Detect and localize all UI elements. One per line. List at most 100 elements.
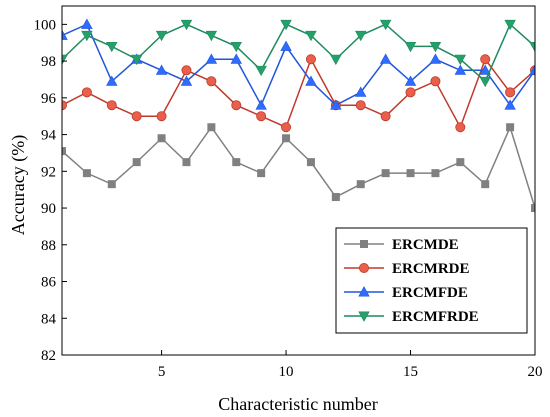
data-point-ercmrde-16	[430, 76, 441, 87]
data-point-ercmde-20	[531, 204, 535, 213]
data-point-ercmfrde-16	[429, 41, 442, 53]
data-point-ercmfrde-3	[106, 41, 118, 53]
data-point-ercmfde-1	[62, 29, 68, 40]
legend-marker-ercmfde	[358, 286, 370, 297]
y-tick-label-88: 88	[41, 238, 56, 254]
ticks-layer: 82 84 86 88 90 92 94 96 98 100 5 10 15 20	[34, 17, 543, 380]
data-point-ercmfrde-4	[130, 54, 143, 66]
data-point-ercmfrde-19	[504, 19, 516, 31]
y-tick-label-94: 94	[41, 128, 57, 144]
data-point-ercmfde-2	[81, 18, 93, 29]
data-point-ercmfrde-2	[81, 30, 93, 42]
data-point-ercmde-5	[157, 134, 166, 143]
x-tick-label-15: 15	[403, 364, 418, 380]
data-point-ercmrde-19	[505, 87, 516, 98]
data-point-ercmde-1	[62, 147, 66, 156]
data-point-ercmde-2	[82, 169, 91, 178]
data-point-ercmfrde-15	[404, 41, 417, 53]
data-point-ercmfrde-8	[230, 41, 242, 53]
data-point-ercmde-18	[481, 180, 490, 189]
data-point-ercmrde-14	[380, 111, 391, 122]
data-point-ercmrde-5	[156, 111, 167, 122]
legend-item-ercmfde: ERCMFDE	[344, 285, 468, 301]
data-point-ercmfrde-9	[255, 65, 267, 77]
series-ercmfrde	[62, 19, 535, 88]
y-tick-label-98: 98	[41, 54, 56, 70]
legend-marker-ercmfrde	[358, 311, 370, 322]
data-point-ercmrde-13	[355, 100, 366, 111]
legend: ERCMDE ERCMRDE ERCMFDE ERCMFRDE	[335, 227, 528, 334]
x-tick-label-10: 10	[279, 364, 294, 380]
data-point-ercmfrde-11	[305, 30, 317, 42]
legend-label-ercmfde: ERCMFDE	[392, 285, 468, 301]
data-point-ercmde-11	[306, 158, 315, 167]
series-ercmfde	[62, 18, 535, 110]
legend-item-ercmrde: ERCMRDE	[344, 261, 470, 277]
data-point-ercmfrde-20	[529, 41, 535, 53]
data-point-ercmde-17	[456, 158, 465, 167]
data-point-ercmde-7	[207, 123, 216, 132]
y-tick-label-100: 100	[34, 17, 57, 33]
data-point-ercmrde-17	[455, 122, 466, 133]
data-point-ercmde-9	[257, 169, 266, 178]
data-point-ercmfde-12	[330, 99, 342, 110]
data-point-ercmfrde-5	[155, 30, 168, 42]
data-point-ercmrde-7	[206, 76, 217, 87]
data-point-ercmfde-9	[255, 99, 267, 110]
x-tick-label-5: 5	[158, 364, 166, 380]
legend-marker-ercmde	[360, 240, 368, 248]
y-axis-title: Accuracy (%)	[8, 135, 29, 235]
y-tick-label-84: 84	[41, 311, 57, 327]
data-point-ercmde-19	[506, 123, 515, 132]
y-tick-label-92: 92	[41, 164, 56, 180]
y-tick-label-90: 90	[41, 201, 56, 217]
data-point-ercmfrde-1	[62, 54, 68, 66]
data-point-ercmde-10	[282, 134, 291, 143]
data-point-ercmfde-13	[355, 86, 367, 97]
data-point-ercmfde-7	[205, 53, 218, 64]
data-point-ercmfde-6	[180, 75, 193, 86]
y-tick-label-96: 96	[41, 91, 57, 107]
data-point-ercmfrde-10	[280, 19, 292, 31]
legend-label-ercmrde: ERCMRDE	[392, 261, 470, 277]
data-point-ercmrde-8	[231, 100, 242, 111]
data-point-ercmrde-9	[256, 111, 267, 122]
data-point-ercmfrde-7	[205, 30, 218, 42]
data-point-ercmde-16	[431, 169, 440, 178]
data-point-ercmrde-4	[131, 111, 142, 122]
data-point-ercmfde-14	[379, 53, 392, 64]
data-point-ercmrde-2	[81, 87, 92, 98]
data-point-ercmfde-17	[454, 64, 467, 75]
series-ercmrde	[62, 54, 535, 133]
data-point-ercmrde-3	[106, 100, 117, 111]
series-layer	[62, 18, 535, 213]
data-point-ercmrde-10	[281, 122, 292, 133]
data-point-ercmfrde-14	[379, 19, 392, 31]
data-point-ercmde-3	[107, 180, 116, 189]
data-point-ercmfde-10	[280, 40, 292, 51]
data-point-ercmfde-3	[106, 75, 118, 86]
data-point-ercmfde-18	[479, 64, 491, 75]
legend-item-ercmfrde: ERCMFRDE	[344, 309, 479, 325]
data-point-ercmde-4	[132, 158, 141, 167]
legend-marker-ercmrde	[358, 262, 369, 273]
data-point-ercmde-12	[331, 193, 340, 202]
data-point-ercmrde-18	[480, 54, 491, 65]
series-ercmde	[62, 123, 535, 213]
data-point-ercmde-14	[381, 169, 390, 178]
data-point-ercmfde-20	[529, 64, 535, 75]
data-point-ercmfrde-13	[355, 30, 367, 42]
legend-label-ercmfrde: ERCMFRDE	[392, 309, 479, 325]
x-axis-title: Characteristic number	[218, 394, 377, 414]
axes-layer	[61, 5, 536, 356]
legend-item-ercmde: ERCMDE	[344, 237, 459, 253]
data-point-ercmfrde-18	[479, 76, 491, 88]
plot-frame	[61, 5, 536, 356]
data-point-ercmde-8	[232, 158, 241, 167]
x-tick-label-20: 20	[528, 364, 543, 380]
data-point-ercmfde-8	[230, 53, 242, 64]
data-point-ercmde-15	[406, 169, 415, 178]
data-point-ercmfrde-6	[180, 19, 193, 31]
data-point-ercmde-6	[182, 158, 191, 167]
